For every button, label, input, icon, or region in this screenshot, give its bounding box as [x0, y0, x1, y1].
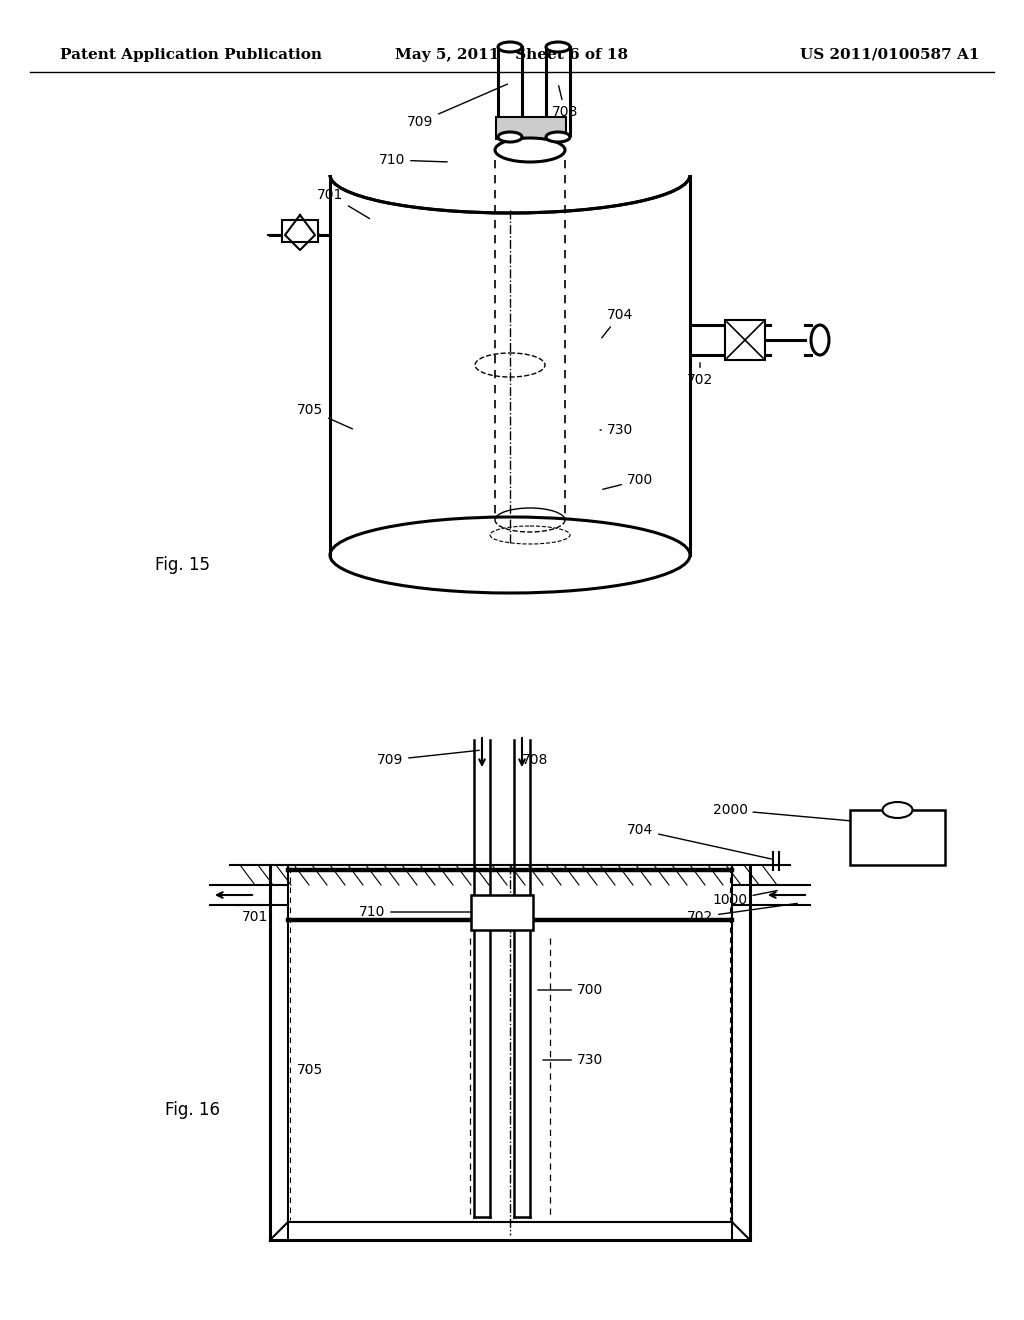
Text: US 2011/0100587 A1: US 2011/0100587 A1 [801, 48, 980, 62]
Text: May 5, 2011   Sheet 6 of 18: May 5, 2011 Sheet 6 of 18 [395, 48, 629, 62]
Text: 708: 708 [522, 750, 548, 767]
Bar [471, 895, 534, 931]
Text: 709: 709 [407, 84, 508, 129]
Ellipse shape [546, 132, 570, 143]
Text: 704: 704 [627, 822, 773, 859]
Text: Fig. 16: Fig. 16 [165, 1101, 220, 1119]
FancyBboxPatch shape [282, 220, 318, 242]
Text: 730: 730 [600, 422, 633, 437]
Ellipse shape [546, 42, 570, 51]
Text: 702: 702 [687, 903, 798, 924]
Text: Fig. 15: Fig. 15 [155, 556, 210, 574]
Text: 730: 730 [543, 1053, 603, 1067]
Ellipse shape [498, 132, 522, 143]
Ellipse shape [498, 42, 522, 51]
Text: 701: 701 [316, 187, 370, 219]
FancyBboxPatch shape [725, 319, 765, 360]
Text: 710: 710 [379, 153, 447, 168]
Text: 701: 701 [238, 904, 268, 924]
Text: 700: 700 [538, 983, 603, 997]
Text: 704: 704 [602, 308, 633, 338]
Ellipse shape [811, 325, 829, 355]
Text: 700: 700 [603, 473, 653, 490]
Text: 710: 710 [358, 906, 478, 919]
Text: Patent Application Publication: Patent Application Publication [60, 48, 322, 62]
Text: 708: 708 [552, 86, 579, 119]
Text: 709: 709 [377, 750, 479, 767]
Text: 705: 705 [297, 1063, 324, 1077]
Text: 702: 702 [687, 363, 713, 387]
Ellipse shape [495, 139, 565, 162]
Ellipse shape [883, 803, 912, 818]
FancyBboxPatch shape [496, 117, 566, 139]
Bar [850, 810, 945, 865]
Text: 2000: 2000 [713, 803, 894, 825]
Text: 705: 705 [297, 403, 352, 429]
Text: 1000: 1000 [713, 891, 777, 907]
